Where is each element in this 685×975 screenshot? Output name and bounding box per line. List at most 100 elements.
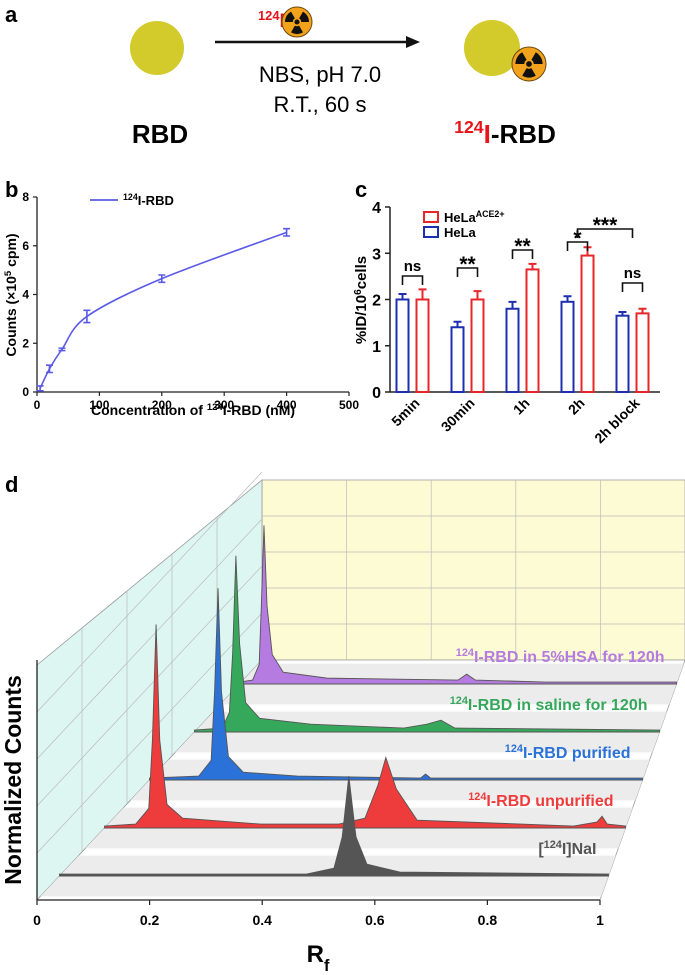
- text-part: I-RBD purified: [523, 745, 631, 762]
- wall-grid: [36, 518, 263, 760]
- trefoil-center: [526, 61, 532, 67]
- x-tick-label: 5min: [388, 395, 422, 429]
- legend-swatch: [423, 211, 439, 223]
- bar: [580, 254, 595, 393]
- text-part: R: [307, 941, 324, 968]
- significance-label: ***: [593, 214, 618, 237]
- wall-grid: [36, 612, 263, 854]
- trefoil-blade: [299, 11, 309, 22]
- x-tick-label: 0.4: [252, 912, 272, 928]
- y-axis-title: Counts (×105 cpm): [3, 233, 20, 356]
- x-tick-label: 0.2: [140, 912, 160, 928]
- panel-label: a: [5, 2, 18, 27]
- error-bar: [158, 274, 166, 284]
- trace-label: 124I-RBD in 5%HSA for 120h: [456, 647, 665, 666]
- bar: [525, 268, 540, 393]
- error-bar: [36, 385, 44, 392]
- error-bar: [618, 310, 627, 316]
- text-part: Concentration of: [91, 402, 207, 418]
- bar: [415, 298, 430, 393]
- significance-bracket: [456, 267, 479, 277]
- error-bar: [563, 295, 572, 302]
- subscript: f: [324, 957, 330, 975]
- error-bar: [45, 364, 53, 374]
- chromatogram-trace: [194, 555, 660, 733]
- bar: [635, 312, 650, 393]
- y-tick-label: 0: [372, 385, 381, 402]
- x-tick-label: 400: [277, 398, 297, 412]
- error-bar: [83, 309, 91, 324]
- error-bar: [638, 307, 647, 314]
- x-tick-label: 0.6: [365, 912, 385, 928]
- reagent-label: 124I: [258, 8, 285, 33]
- text-part: HeLa: [444, 210, 477, 225]
- bar: [450, 326, 465, 393]
- wall-grid: [36, 565, 263, 807]
- text-part: I: [484, 119, 491, 149]
- x-tick-label: 0: [34, 398, 41, 412]
- y-tick-label: 2: [372, 293, 381, 310]
- y-axis-title: %ID/106cells: [353, 256, 371, 344]
- y-tick-label: 8: [22, 190, 29, 204]
- x-tick-label: 2h: [565, 395, 588, 418]
- trace-label: [124I]NaI: [538, 839, 596, 858]
- significance-bracket: [401, 275, 424, 285]
- superscript: 124: [456, 647, 474, 659]
- superscript: ACE2+: [476, 209, 505, 219]
- panel-label: b: [5, 177, 18, 202]
- text-part: -RBD: [491, 119, 556, 149]
- text-part: I-RBD in saline for 120h: [468, 697, 648, 714]
- trefoil-blade: [522, 68, 536, 78]
- text-part: I-RBD in 5%HSA for 120h: [474, 649, 665, 666]
- trefoil-blade: [515, 52, 527, 64]
- text-part: cells: [353, 256, 370, 289]
- superscript: 124: [450, 695, 468, 707]
- panel-label: c: [355, 177, 367, 202]
- significance-label: ns: [624, 265, 642, 282]
- legend-swatch: [423, 226, 439, 238]
- superscript: 5: [3, 270, 14, 276]
- x-tick-label: 0.8: [478, 912, 498, 928]
- x-tick-label: 2h block: [591, 395, 643, 447]
- error-bar: [58, 347, 66, 352]
- arrow-head: [406, 36, 420, 48]
- text-part: [: [538, 841, 544, 858]
- text-part: I-RBD (nM): [223, 402, 295, 418]
- x-tick-label: 30min: [438, 395, 478, 435]
- y-tick-label: 6: [22, 239, 29, 253]
- text-part: I]NaI: [562, 841, 597, 858]
- error-bar: [418, 288, 427, 300]
- significance-label: **: [514, 235, 531, 258]
- y-tick-label: 0: [22, 385, 29, 399]
- significance-label: *: [573, 227, 582, 250]
- bar: [505, 307, 520, 393]
- x-tick-label: 500: [339, 398, 359, 412]
- x-tick-label: 200: [152, 398, 172, 412]
- x-tick-label: 1h: [510, 395, 533, 418]
- y-axis-title: Normalized Counts: [0, 675, 26, 885]
- back-wall: [261, 479, 685, 661]
- x-tick-label: 0: [33, 912, 41, 928]
- error-bar: [473, 290, 482, 300]
- trefoil-blade: [291, 25, 303, 34]
- trefoil-blade: [531, 52, 543, 64]
- condition: NBS, pH 7.0: [259, 62, 381, 87]
- trace-label: 124I-RBD purified: [505, 743, 631, 762]
- superscript: 124: [468, 791, 486, 803]
- significance-bracket: [576, 228, 634, 238]
- bar: [615, 314, 630, 393]
- chromatogram-trace: [104, 624, 626, 829]
- legend-label: HeLaACE2+: [444, 209, 505, 225]
- significance-bracket: [511, 249, 534, 259]
- bar: [560, 300, 575, 393]
- superscript: 124: [505, 743, 523, 755]
- legend-label: 124I-RBD: [123, 192, 174, 208]
- text-part: %ID/10: [353, 295, 370, 344]
- x-axis-title: Rf: [307, 941, 330, 975]
- text-part: I-RBD unpurified: [486, 793, 613, 810]
- y-tick-label: 4: [372, 200, 381, 217]
- rbd-protein: [464, 20, 520, 76]
- trace-label: 124I-RBD unpurified: [468, 791, 613, 810]
- error-bar: [528, 262, 537, 270]
- chromatogram-trace: [239, 525, 677, 685]
